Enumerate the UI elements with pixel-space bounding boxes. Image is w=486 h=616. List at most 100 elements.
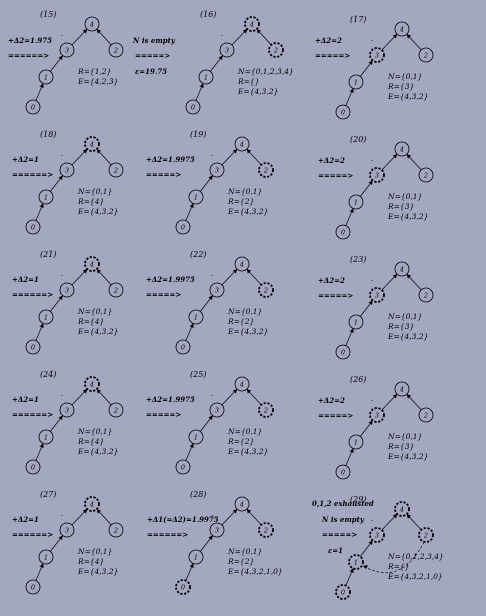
panel-label: (18)	[40, 130, 56, 139]
edge-mark: .	[61, 150, 63, 158]
node-4	[394, 381, 410, 397]
panel-16: (16). 0 1 2 3 4 N={0,1,2,3,4}R={}E={4,3,2} N is…	[132, 10, 294, 115]
edge-3-4-arrowhead	[392, 274, 398, 279]
node-0-label: 0	[181, 224, 185, 232]
node-2	[108, 522, 124, 538]
node-4	[234, 256, 250, 272]
node-4-label: 4	[239, 381, 244, 389]
panel-27: (27). 0 1 2 3 4 N={0,1}R={4}E={4,3,2} +Δ2=1 ====…	[12, 490, 124, 595]
node-1-label: 1	[44, 74, 48, 82]
node-0-label: 0	[181, 464, 185, 472]
edge-0-1-arrowhead	[199, 83, 204, 88]
node-3	[219, 42, 235, 58]
edge-1-3-arrowhead	[208, 175, 213, 181]
edge-2-4-arrowhead	[406, 34, 412, 39]
panel-info-line: R={3}	[387, 442, 414, 451]
edge-mark: .	[371, 515, 373, 523]
edge-2-4-arrowhead	[96, 509, 102, 514]
transition-label: +Δ2=1	[12, 275, 39, 284]
node-3-label: 3	[215, 407, 219, 415]
panel-label: (22)	[190, 250, 206, 259]
edge-0-1-arrowhead	[189, 323, 194, 328]
panel-label: (17)	[350, 15, 366, 24]
transition-label: ======>	[12, 170, 53, 179]
panel-info-line: N={0,1}	[227, 427, 262, 436]
panel-info-line: R={2}	[227, 557, 254, 566]
node-0-label: 0	[341, 589, 345, 597]
panel-17: (17). 0 1 2 3 4 N={0,1}R={3}E={4,3,2} +Δ2=2 ====…	[315, 15, 434, 120]
node-3-label: 3	[65, 527, 69, 535]
node-3-label: 3	[375, 412, 379, 420]
node-0-label: 0	[31, 104, 35, 112]
panel-22: (22). 0 1 2 3 4 N={0,1}R={2}E={4,3,2} +Δ2=1.997…	[146, 250, 274, 355]
node-0	[25, 339, 41, 355]
edge-mark: .	[371, 155, 373, 163]
transition-label: =====>	[318, 411, 353, 420]
node-4-active	[84, 256, 100, 272]
node-2	[418, 47, 434, 63]
node-2	[108, 162, 124, 178]
panel-24: (24). 0 1 2 3 4 N={0,1}R={4}E={4,3,2} +Δ2=1 ====…	[12, 370, 124, 475]
transition-label: +Δ2=1.9975	[146, 155, 195, 164]
edge-1-3-arrowhead	[368, 420, 373, 426]
panel-info-line: N={0,1}	[387, 312, 422, 321]
edge-mark: .	[371, 275, 373, 283]
edge-3-4-arrowhead	[232, 389, 238, 394]
panel-20: (20). 0 1 2 3 4 N={0,1}R={3}E={4,3,2} +Δ2=2 ====…	[318, 135, 434, 240]
node-2-label: 2	[263, 287, 268, 295]
node-4-label: 4	[399, 26, 404, 34]
edge-1-3-arrowhead	[368, 180, 373, 186]
panel-15: (15). 0 1 2 3 4 R={1,2}E={4,2,3} +Δ2=1.975 =====…	[8, 10, 124, 115]
node-1	[38, 69, 54, 85]
panel-21: (21). 0 1 2 3 4 N={0,1}R={4}E={4,3,2} +Δ2=1 ====…	[12, 250, 124, 355]
edge-3-4-arrowhead	[232, 269, 238, 274]
transition-label: ======>	[12, 290, 53, 299]
node-3-label: 3	[65, 407, 69, 415]
edge-0-1-arrowhead	[349, 208, 354, 213]
node-4	[394, 21, 410, 37]
node-0	[335, 464, 351, 480]
edge-2-4-arrowhead	[246, 509, 252, 514]
transition-label: +Δ2=2	[318, 156, 345, 165]
edge-2-4-arrowhead	[406, 274, 412, 279]
node-0	[185, 99, 201, 115]
edge-0-1-arrowhead	[39, 323, 44, 328]
node-1-label: 1	[44, 554, 48, 562]
node-4-active	[84, 376, 100, 392]
panel-info-line: E={4,3,2,1,0}	[387, 572, 443, 581]
transition-label: +Δ2=1.9975	[146, 395, 195, 404]
node-0	[25, 219, 41, 235]
panel-info-line: N={0,1}	[227, 547, 262, 556]
panel-label: (19)	[190, 130, 206, 139]
edge-3-4-arrowhead	[232, 509, 238, 514]
node-4-label: 4	[89, 261, 94, 269]
node-0-active	[175, 579, 191, 595]
panel-25: (25). 0 1 2 3 4 N={0,1}R={2}E={4,3,2} +Δ2=1.997…	[146, 370, 274, 475]
edge-2-4-arrowhead	[246, 269, 252, 274]
edge-mark: .	[211, 150, 213, 158]
node-2	[418, 287, 434, 303]
node-1-label: 1	[354, 79, 358, 87]
edge-mark: .	[61, 510, 63, 518]
edge-3-4-arrowhead	[392, 514, 398, 519]
transition-label: ε=1	[328, 546, 343, 555]
edge-1-3-arrowhead	[368, 300, 373, 306]
node-4	[234, 496, 250, 512]
node-3	[209, 522, 225, 538]
panel-28: (28). 0 1 2 3 4 N={0,1}R={2}E={4,3,2,1,0} +Δ1(=…	[147, 490, 283, 595]
node-1	[348, 194, 364, 210]
edge-1-3-arrowhead	[58, 175, 63, 181]
node-1-label: 1	[354, 559, 358, 567]
node-0-label: 0	[181, 584, 185, 592]
edge-1-3-arrowhead	[218, 55, 223, 61]
node-1-label: 1	[204, 74, 208, 82]
node-1-label: 1	[44, 314, 48, 322]
edge-2-4-arrowhead	[96, 29, 102, 34]
panel-info-line: R={3}	[387, 322, 414, 331]
node-2-label: 2	[113, 287, 118, 295]
node-4-label: 4	[89, 21, 94, 29]
node-2	[418, 407, 434, 423]
panel-label: (24)	[40, 370, 56, 379]
edge-2-4-arrowhead	[406, 154, 412, 159]
panel-26: (26). 0 1 2 3 4 N={0,1}R={3}E={4,3,2} +Δ2=2 ====…	[318, 375, 434, 480]
